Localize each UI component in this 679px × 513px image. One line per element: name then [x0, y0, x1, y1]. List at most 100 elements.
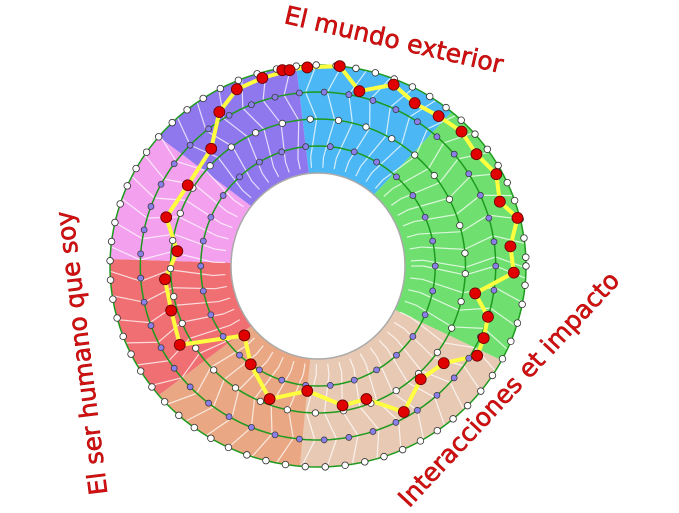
inner-node — [421, 213, 429, 221]
spoke-line — [359, 353, 367, 364]
inner-node — [326, 381, 334, 389]
spoke-line — [402, 221, 415, 227]
inner-node — [147, 203, 155, 210]
inner-node — [271, 431, 279, 439]
spoke-line — [409, 246, 422, 250]
outer-node — [127, 350, 135, 358]
spoke-line — [492, 235, 525, 244]
outer-node — [106, 257, 114, 265]
path-node — [482, 310, 494, 323]
middle-node — [433, 348, 441, 357]
inner-node — [278, 376, 286, 384]
spoke-line — [273, 166, 280, 178]
middle-node — [227, 143, 235, 151]
middle-node — [169, 236, 177, 245]
outer-node — [503, 178, 511, 187]
spoke-line — [261, 173, 270, 183]
inner-node — [296, 89, 303, 97]
spoke-line — [335, 122, 353, 159]
spoke-line — [154, 197, 187, 202]
outer-node — [341, 461, 349, 469]
spoke-line — [297, 120, 300, 159]
spoke-line — [247, 136, 263, 174]
spoke-line — [386, 348, 409, 383]
inner-node — [465, 354, 473, 362]
inner-node — [345, 434, 353, 441]
spoke-line — [348, 94, 354, 124]
spoke-line — [465, 256, 496, 268]
spoke-line — [194, 184, 228, 212]
spoke-line — [360, 135, 387, 167]
spoke-line — [369, 347, 378, 357]
spoke-line — [288, 409, 294, 439]
path-node — [408, 97, 421, 110]
spoke-line — [326, 92, 336, 121]
inner-node — [429, 237, 437, 245]
spoke-line — [254, 366, 280, 400]
outer-node — [224, 443, 233, 452]
spoke-line — [150, 377, 182, 387]
middle-node — [206, 162, 214, 170]
spoke-line — [213, 273, 226, 277]
outer-node — [281, 460, 290, 469]
spoke-line — [226, 210, 238, 218]
spoke-line — [205, 417, 233, 437]
path-node — [353, 85, 366, 98]
path-node — [256, 72, 269, 84]
path-node — [397, 406, 410, 418]
path-node — [165, 304, 178, 317]
inner-node — [409, 192, 417, 199]
outer-node — [494, 161, 502, 170]
outer-node — [521, 281, 529, 289]
inner-node — [465, 170, 473, 178]
spoke-line — [407, 382, 435, 398]
outer-node — [426, 92, 434, 101]
spoke-line — [305, 64, 317, 93]
middle-node — [311, 409, 320, 417]
spoke-line — [110, 246, 141, 261]
middle-node — [461, 270, 469, 278]
spoke-line — [278, 356, 284, 368]
spoke-line — [434, 397, 446, 426]
outer-node — [507, 337, 515, 345]
spoke-line — [323, 412, 338, 440]
outer-node — [398, 445, 407, 454]
spoke-line — [400, 116, 411, 146]
inner-node — [393, 173, 400, 181]
spoke-line — [355, 165, 362, 177]
middle-node — [306, 115, 314, 123]
inner-node — [170, 160, 178, 168]
path-node — [414, 373, 427, 386]
inner-node — [207, 311, 215, 319]
spoke-line — [427, 142, 445, 169]
spoke-line — [322, 119, 336, 158]
path-node — [333, 60, 346, 73]
inner-node — [433, 133, 441, 141]
path-node — [173, 338, 186, 351]
outer-node — [510, 196, 519, 205]
middle-node — [252, 129, 260, 137]
ring-nodes — [106, 60, 530, 471]
spoke-line — [217, 157, 243, 191]
inner-node — [205, 399, 212, 407]
spoke-line — [189, 324, 230, 339]
middle-node — [448, 324, 456, 332]
inner-node — [369, 97, 377, 104]
spoke-line — [410, 259, 424, 262]
spoke-line — [121, 198, 148, 219]
spoke-line — [365, 363, 378, 401]
outer-node — [154, 133, 163, 141]
inner-node — [414, 118, 421, 126]
ring-spokes — [109, 64, 527, 468]
path-node — [507, 266, 520, 279]
spoke-line — [276, 437, 294, 464]
spoke-line — [266, 351, 274, 362]
path-node — [181, 179, 194, 192]
spoke-line — [218, 297, 231, 303]
path-node — [490, 168, 503, 181]
spoke-line — [452, 326, 484, 329]
middle-node — [430, 171, 438, 180]
inner-node — [278, 148, 286, 156]
spoke-line — [389, 87, 415, 108]
path-node — [230, 83, 243, 96]
